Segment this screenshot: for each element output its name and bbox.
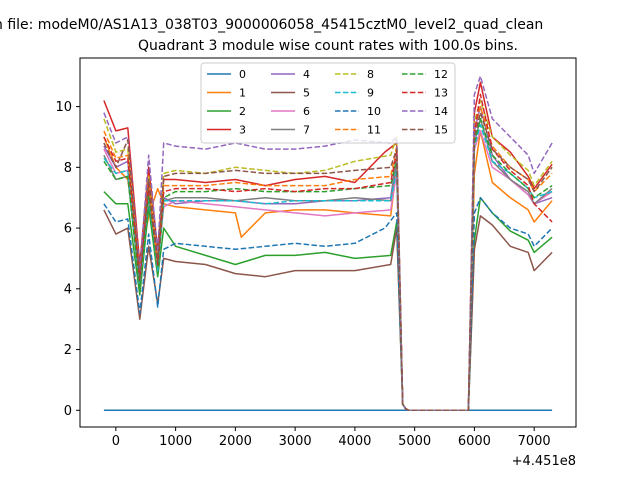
legend-label-8: 8: [367, 68, 374, 81]
x-tick-label: 6000: [458, 434, 491, 449]
y-tick-label: 8: [64, 161, 72, 176]
axes-frame: [79, 57, 577, 428]
chart-title: Quadrant 3 module wise count rates with …: [138, 38, 518, 54]
y-tick-label: 10: [55, 100, 72, 115]
legend-label-2: 2: [239, 105, 246, 118]
legend-label-11: 11: [367, 124, 381, 137]
figure-suptitle: n file: modeM0/AS1A13_038T03_9000006058_…: [0, 17, 543, 33]
legend-label-6: 6: [303, 105, 310, 118]
x-offset-label: +4.451e8: [512, 454, 576, 469]
legend-label-7: 7: [303, 124, 310, 137]
y-tick-label: 0: [64, 404, 72, 419]
legend-label-10: 10: [367, 105, 381, 118]
legend-label-14: 14: [434, 105, 448, 118]
legend-label-4: 4: [303, 68, 310, 81]
x-tick-label: 3000: [279, 434, 312, 449]
legend-label-9: 9: [367, 87, 374, 100]
series-layer: [103, 75, 553, 412]
x-tick-label: 4000: [338, 434, 371, 449]
legend-label-0: 0: [239, 68, 246, 81]
y-tick-label: 2: [64, 343, 72, 358]
x-tick-label: 5000: [398, 434, 431, 449]
legend-label-3: 3: [239, 124, 246, 137]
legend-box: [200, 62, 456, 144]
y-tick-label: 6: [64, 222, 72, 237]
legend-label-12: 12: [434, 68, 448, 81]
legend-label-15: 15: [434, 124, 448, 137]
legend-label-1: 1: [239, 87, 246, 100]
series-line-10: [103, 196, 553, 412]
x-tick-label: 7000: [518, 434, 551, 449]
series-line-15: [103, 111, 553, 412]
y-tick-label: 4: [64, 282, 72, 297]
legend-label-5: 5: [303, 87, 310, 100]
legend-label-13: 13: [434, 87, 448, 100]
x-tick-label: 2000: [219, 434, 252, 449]
y-axis: 0 2 4 6 8 10: [55, 100, 80, 419]
x-axis: 0 1000 2000 3000 4000 5000 6000 7000: [112, 427, 551, 449]
x-tick-label: 1000: [159, 434, 192, 449]
series-line-11: [103, 105, 553, 412]
x-tick-label: 0: [112, 434, 120, 449]
